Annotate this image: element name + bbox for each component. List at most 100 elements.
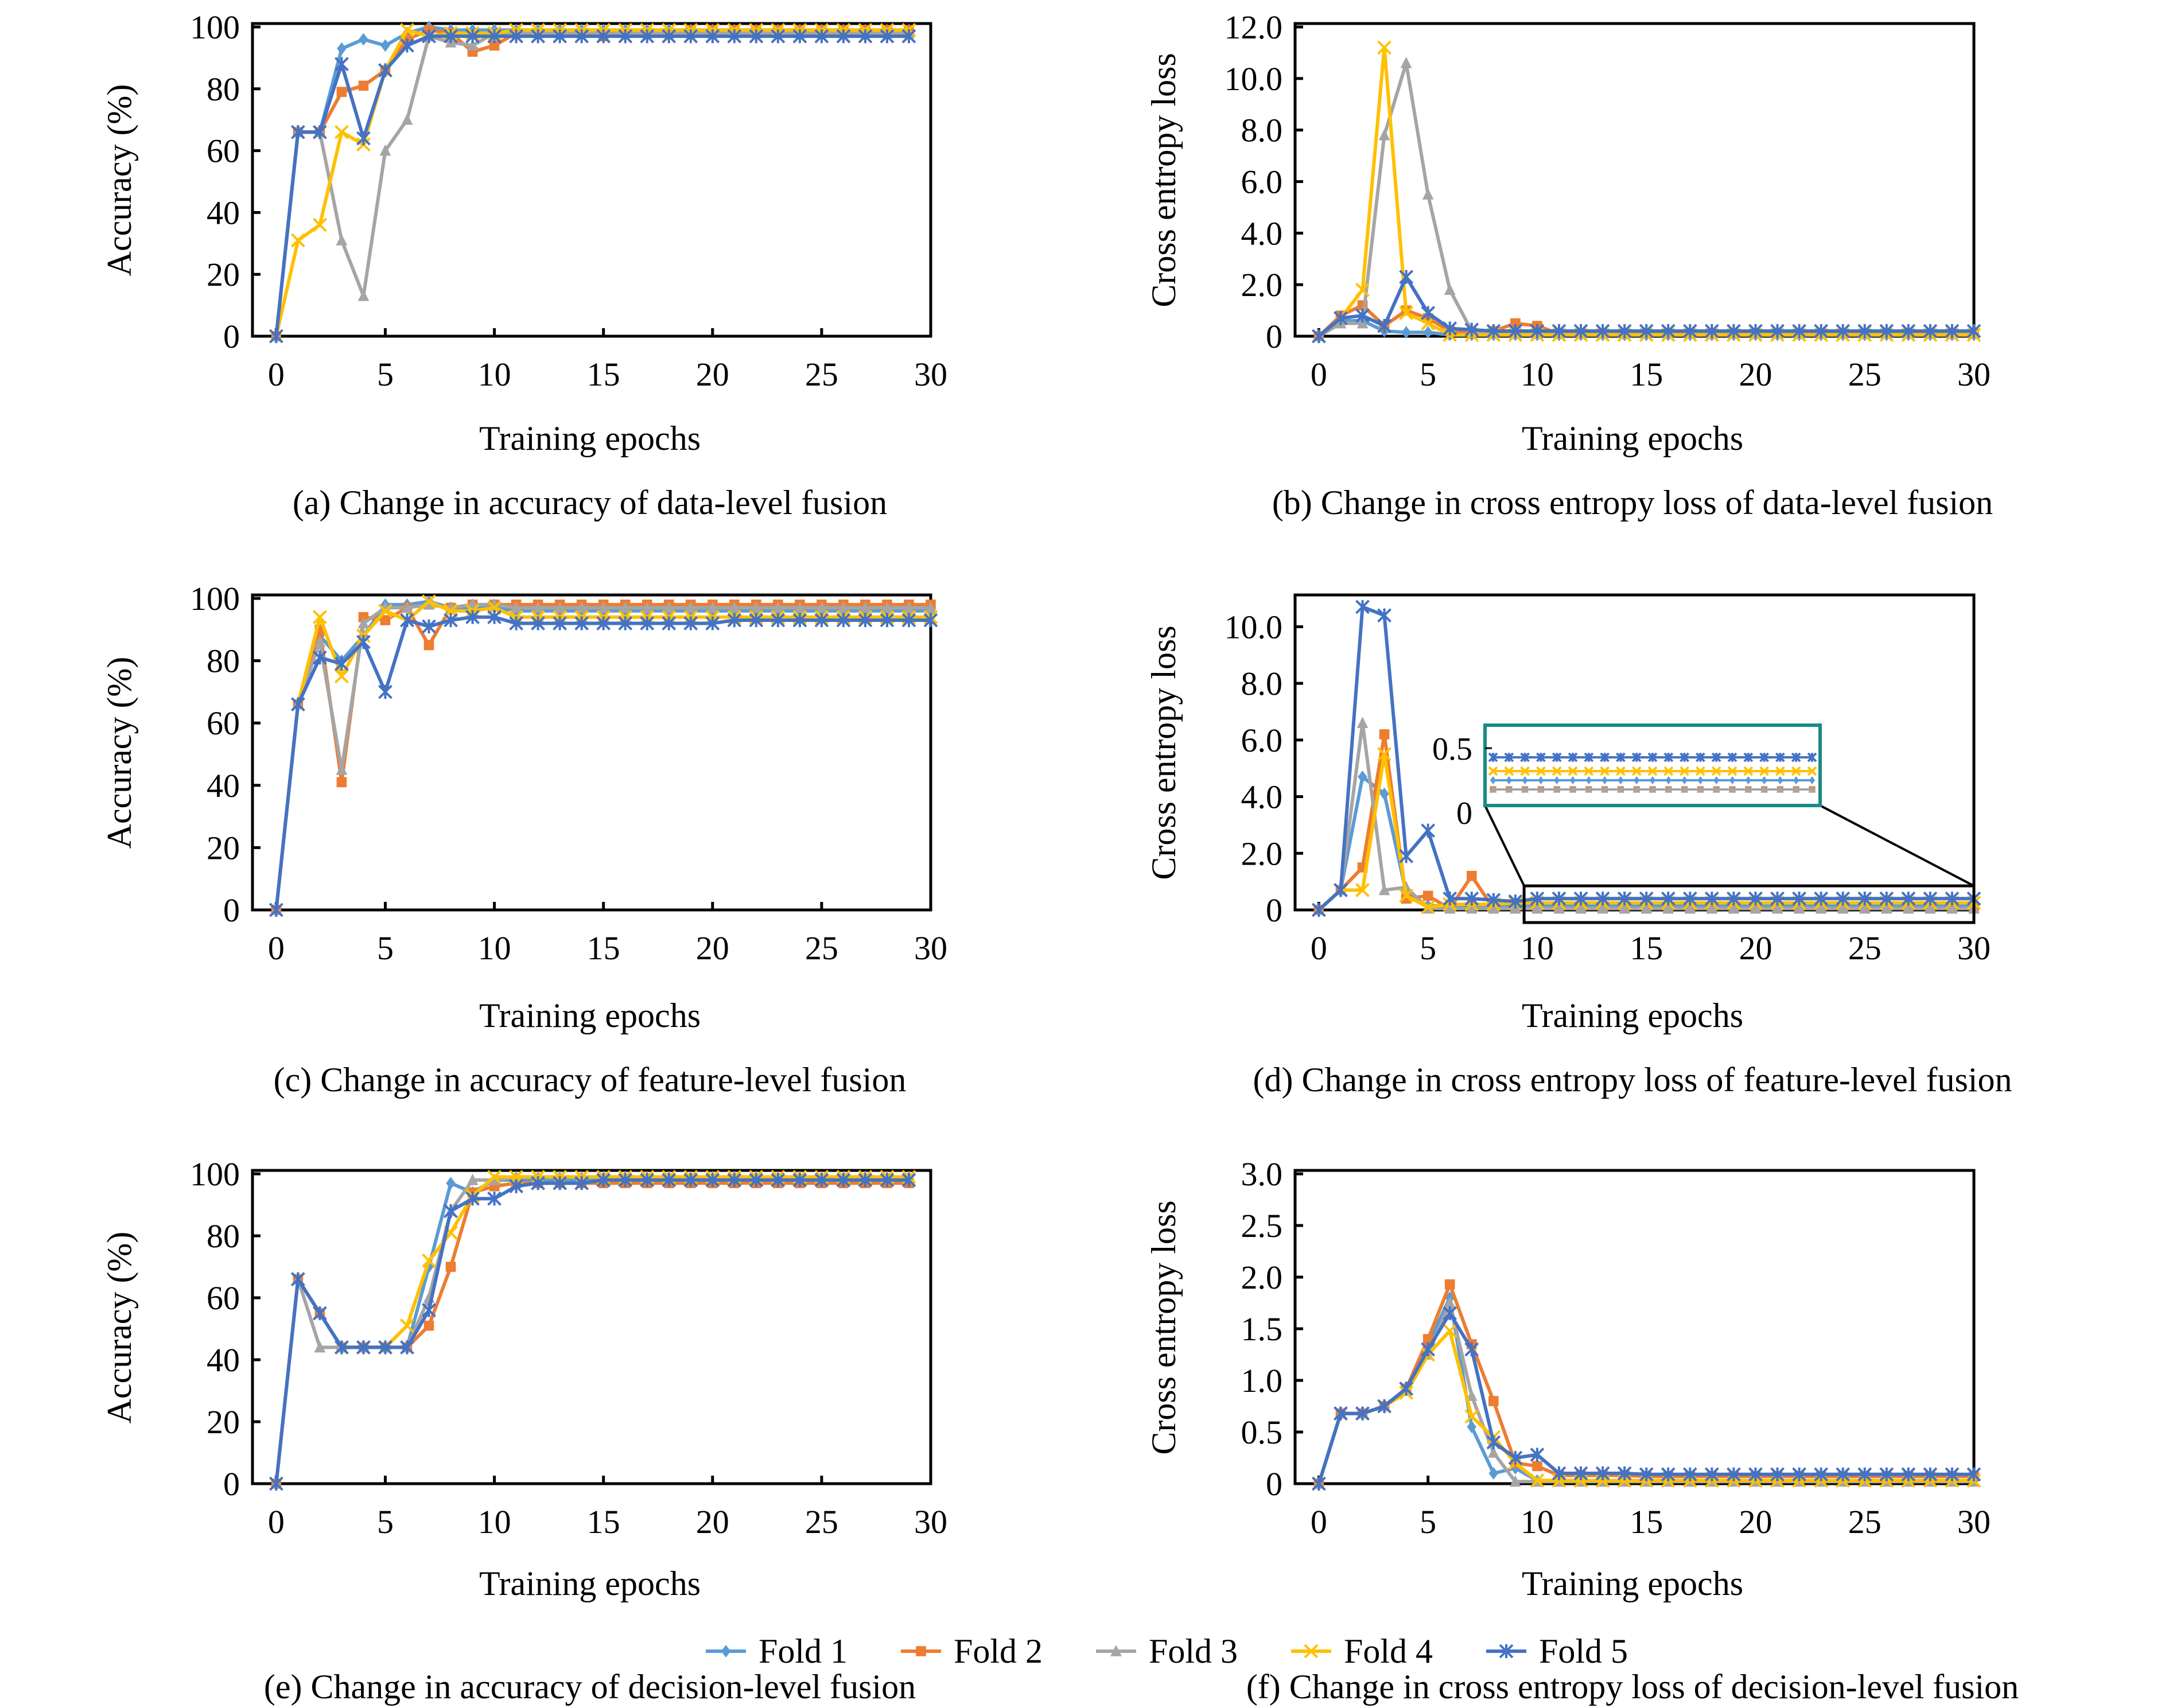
series-fold-1 [1314,1291,1979,1490]
data-point [683,616,698,631]
data-point [1857,324,1872,339]
data-point [705,29,720,44]
data-point [1600,766,1610,776]
data-point [1775,766,1785,776]
data-point [1901,891,1916,906]
x-tick-label: 30 [914,929,947,967]
x-tick-label: 30 [914,356,947,393]
y-tick-label: 0 [223,318,240,355]
data-point [1377,318,1391,333]
data-point [1334,311,1348,325]
data-point [336,87,347,97]
data-point [444,1204,458,1219]
data-point [1568,766,1578,776]
data-point [1617,1466,1632,1481]
data-point [1552,891,1566,906]
data-point [1356,317,1369,329]
y-tick-label: 40 [207,767,240,804]
data-point [1568,752,1578,762]
data-point [1505,785,1513,793]
y-tick-label: 0 [1266,892,1282,929]
data-point [1530,891,1545,906]
data-point [553,29,567,44]
data-point [1467,1421,1477,1433]
data-point [1443,891,1457,906]
data-point [1924,902,1936,914]
x-tick-label: 20 [696,356,729,393]
data-point [444,29,458,44]
data-point [663,601,675,613]
y-tick-label: 6.0 [1241,164,1283,201]
data-point [1879,324,1894,339]
data-point [706,601,718,613]
data-point [1923,1467,1938,1482]
data-point [881,601,893,613]
data-point [1859,902,1871,914]
data-point [771,29,786,44]
data-point [1356,717,1369,728]
data-point [1520,766,1530,776]
data-point [1814,1467,1829,1482]
data-point [1615,766,1626,776]
y-tick-label: 10.0 [1225,608,1283,645]
x-tick-label: 25 [1848,1503,1882,1540]
data-point [1377,1399,1391,1414]
data-point [531,29,546,44]
data-point [1793,902,1805,914]
data-point [336,234,348,246]
x-axis-title: Training epochs [1522,1565,1743,1602]
data-point [750,601,762,613]
legend-item-fold-3: Fold 3 [1096,1632,1238,1670]
data-point [357,289,370,301]
x-tick-label: 0 [268,356,285,393]
data-point [1464,1342,1479,1357]
data-point [1552,752,1562,762]
zoom-connector [1820,804,1974,887]
data-point [1401,326,1411,339]
data-point [705,616,720,631]
data-point [1399,1381,1414,1396]
inset-y-tick-label: 0.5 [1432,732,1472,767]
data-point [1552,1466,1566,1481]
x-tick-label: 15 [1630,1503,1663,1540]
data-point [662,1173,677,1188]
data-point [290,1272,305,1287]
x-tick-label: 15 [587,356,620,393]
y-axis-title: Accuracy (%) [100,1232,138,1424]
series-line [274,602,931,911]
x-tick-label: 15 [587,1503,620,1540]
x-tick-label: 5 [1420,356,1436,393]
legend-item-fold-1: Fold 1 [706,1632,848,1670]
legend-item-fold-4: Fold 4 [1291,1632,1433,1670]
y-tick-label: 8.0 [1241,112,1283,149]
data-point [1509,1475,1521,1487]
data-point [771,613,786,628]
x-tick-label: 0 [268,929,285,967]
series-fold-4 [1311,40,1981,344]
x-tick-label: 30 [1957,1503,1991,1540]
data-point [903,601,915,613]
data-point [815,601,827,613]
y-tick-label: 20 [207,1403,240,1441]
data-point [290,124,305,139]
y-tick-label: 100 [190,9,240,46]
data-point [1601,785,1608,793]
inset-y-tick-label: 0 [1456,796,1472,831]
data-point [1631,752,1642,762]
data-point [662,616,677,631]
y-tick-label: 12.0 [1225,9,1283,46]
series-fold-3 [270,1170,915,1489]
series-fold-1 [271,21,914,343]
data-point [1378,884,1390,896]
data-point [1775,752,1785,762]
data-point [1355,1406,1370,1421]
data-point [445,1262,456,1272]
data-point [1857,891,1872,906]
data-point [269,329,283,344]
data-point [858,613,873,628]
data-point [1486,324,1501,339]
y-tick-label: 40 [207,194,240,231]
data-point [335,57,349,72]
legend-marker [1486,1644,1526,1659]
data-point [1745,776,1752,784]
